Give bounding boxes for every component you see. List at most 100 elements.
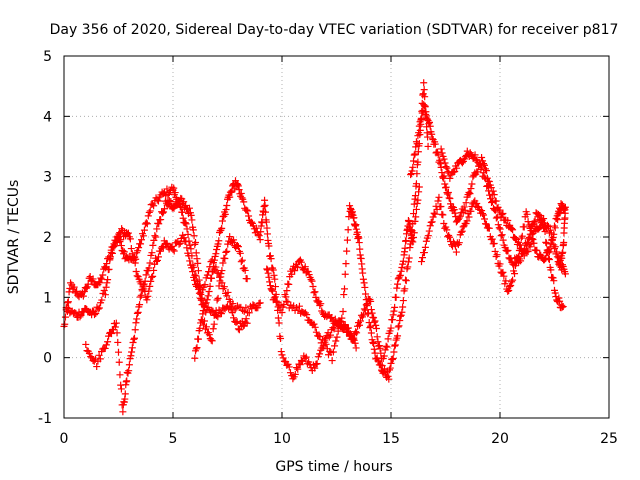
data-point-interp: [492, 214, 500, 222]
data-point-interp: [421, 93, 429, 101]
data-point-interp: [446, 233, 454, 241]
data-point-interp: [507, 281, 515, 289]
data-point-interp: [408, 227, 416, 235]
data-point-interp: [255, 232, 263, 240]
data-point-interp: [175, 240, 183, 248]
data-point-interp: [87, 353, 95, 361]
data-point-interp: [361, 283, 369, 291]
data-point-interp: [478, 207, 486, 215]
data-point: [247, 218, 255, 226]
data-point-interp: [538, 216, 546, 224]
data-point-interp: [262, 208, 270, 216]
y-tick-label: 2: [43, 230, 52, 246]
data-point-interp: [231, 185, 239, 193]
data-point-interp: [443, 164, 451, 172]
data-point-interp: [141, 277, 149, 285]
data-point-interp: [111, 323, 119, 331]
data-point-interp: [136, 301, 144, 309]
data-point-interp: [189, 226, 197, 234]
data-point-interp: [482, 175, 490, 183]
data-point-interp: [212, 250, 220, 258]
data-point-interp: [412, 143, 420, 151]
data-point-interp: [422, 237, 430, 245]
data-point-interp: [375, 357, 383, 365]
data-point: [555, 260, 563, 268]
data-point-interp: [224, 288, 232, 296]
data-point-interp: [340, 285, 348, 293]
data-point-interp: [535, 210, 543, 218]
x-tick-label: 25: [600, 431, 618, 447]
data-point-interp: [371, 317, 379, 325]
data-point-interp: [238, 194, 246, 202]
data-point: [208, 337, 216, 345]
data-point-interp: [288, 270, 296, 278]
data-point-interp: [201, 299, 209, 307]
data-point-interp: [333, 333, 341, 341]
data-point-interp: [458, 227, 466, 235]
data-point-interp: [503, 247, 511, 255]
data-point-interp: [154, 197, 162, 205]
data-point-interp: [407, 231, 415, 239]
data-point-interp: [263, 230, 271, 238]
data-point-interp: [460, 203, 468, 211]
data-point-interp: [222, 248, 230, 256]
data-point-interp: [245, 212, 253, 220]
data-point-interp: [145, 287, 153, 295]
data-point-interp: [399, 297, 407, 305]
data-point-interp: [550, 277, 558, 285]
data-point-interp: [274, 314, 282, 322]
data-point-interp: [482, 220, 490, 228]
data-point-interp: [384, 335, 392, 343]
data-point-interp: [536, 212, 544, 220]
data-point-interp: [105, 265, 113, 273]
data-point-interp: [132, 268, 140, 276]
data-point-interp: [440, 172, 448, 180]
data-point-interp: [372, 324, 380, 332]
data-point-interp: [216, 309, 224, 317]
data-point: [230, 306, 238, 314]
data-point-interp: [114, 338, 122, 346]
data-point-interp: [269, 287, 277, 295]
data-point-interp: [436, 156, 444, 164]
data-point-interp: [258, 219, 266, 227]
data-point-interp: [210, 263, 218, 271]
data-point-interp: [187, 245, 195, 253]
data-point-interp: [235, 186, 243, 194]
data-point-interp: [467, 185, 475, 193]
data-point-interp: [210, 320, 218, 328]
data-point-interp: [504, 246, 512, 254]
data-point-interp: [543, 239, 551, 247]
data-point-interp: [407, 240, 415, 248]
data-point: [197, 316, 205, 324]
data-point-interp: [128, 250, 136, 258]
data-point-interp: [382, 342, 390, 350]
data-point-interp: [436, 160, 444, 168]
data-point-interp: [183, 244, 191, 252]
data-point-interp: [443, 226, 451, 234]
data-point-interp: [238, 256, 246, 264]
data-point-interp: [377, 361, 385, 369]
data-point-interp: [140, 226, 148, 234]
data-point-interp: [465, 189, 473, 197]
data-point-interp: [451, 209, 459, 217]
data-point-interp: [396, 271, 404, 279]
data-point-interp: [163, 185, 171, 193]
data-point-interp: [268, 286, 276, 294]
data-point-interp: [518, 232, 526, 240]
data-point-interp: [370, 314, 378, 322]
data-point-interp: [439, 173, 447, 181]
data-point-interp: [329, 348, 337, 356]
data-point-interp: [539, 221, 547, 229]
data-point-interp: [120, 248, 128, 256]
data-point-interp: [95, 304, 103, 312]
data-point-interp: [370, 345, 378, 353]
data-point-interp: [508, 278, 516, 286]
data-point-interp: [236, 249, 244, 257]
data-point-interp: [146, 259, 154, 267]
data-point-interp: [495, 224, 503, 232]
data-point-interp: [262, 218, 270, 226]
data-point: [189, 268, 197, 276]
data-point-interp: [208, 274, 216, 282]
y-tick-label: 5: [43, 49, 52, 65]
data-point-interp: [301, 263, 309, 271]
